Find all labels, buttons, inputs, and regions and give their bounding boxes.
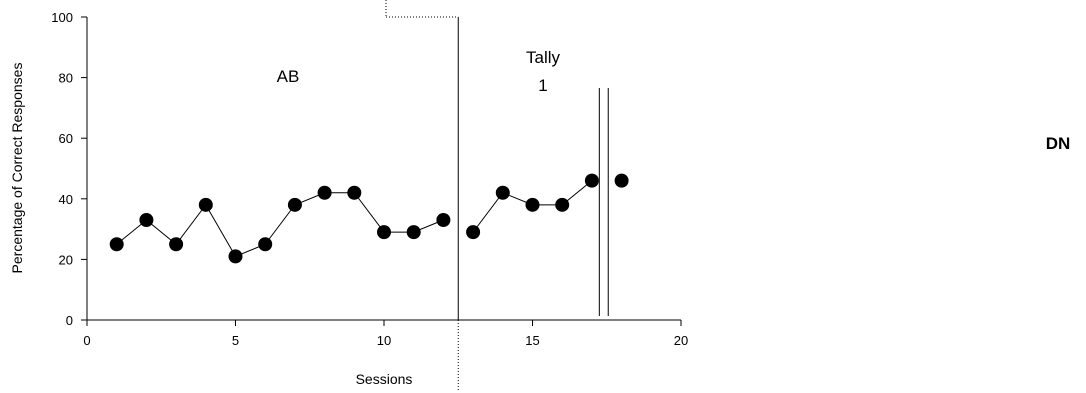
data-point (258, 237, 273, 252)
data-point (228, 249, 243, 264)
tick-labels: 0 5 10 15 20 0 20 40 60 80 100 (51, 10, 688, 348)
x-tick-label: 15 (525, 333, 539, 348)
data-point (614, 173, 629, 188)
data-point (436, 213, 451, 228)
data-point (198, 197, 213, 212)
y-tick-label: 60 (59, 131, 73, 146)
data-point (109, 237, 124, 252)
data-point (525, 197, 540, 212)
x-tick-label: 10 (377, 333, 391, 348)
x-tick-label: 0 (83, 333, 90, 348)
data-point (317, 185, 332, 200)
y-tick-label: 0 (66, 313, 73, 328)
axes (86, 17, 681, 321)
side-label: DN (1046, 134, 1071, 153)
data-point (584, 173, 599, 188)
phase-lines (385, 0, 609, 390)
y-tick-label: 100 (51, 10, 73, 25)
data-points (109, 173, 629, 264)
data-point (287, 197, 302, 212)
data-point (347, 185, 362, 200)
ticks (81, 16, 682, 326)
series-line (116, 192, 444, 257)
x-axis-title: Sessions (356, 371, 413, 387)
data-point (555, 197, 570, 212)
y-tick-label: 40 (59, 192, 73, 207)
phase-label-intervention-line1: Tally (526, 48, 561, 67)
data-point (495, 185, 510, 200)
data-point (377, 225, 391, 240)
phase-label-baseline: AB (277, 67, 300, 86)
data-point (406, 225, 421, 240)
data-point (139, 213, 154, 228)
data-point (169, 237, 184, 252)
y-axis-title: Percentage of Correct Responses (9, 63, 25, 274)
phase-label-intervention-line2: 1 (538, 76, 547, 95)
x-tick-label: 5 (232, 333, 239, 348)
y-tick-label: 80 (59, 71, 73, 86)
data-point (466, 225, 481, 240)
y-tick-label: 20 (59, 252, 73, 267)
x-tick-label: 20 (674, 333, 688, 348)
